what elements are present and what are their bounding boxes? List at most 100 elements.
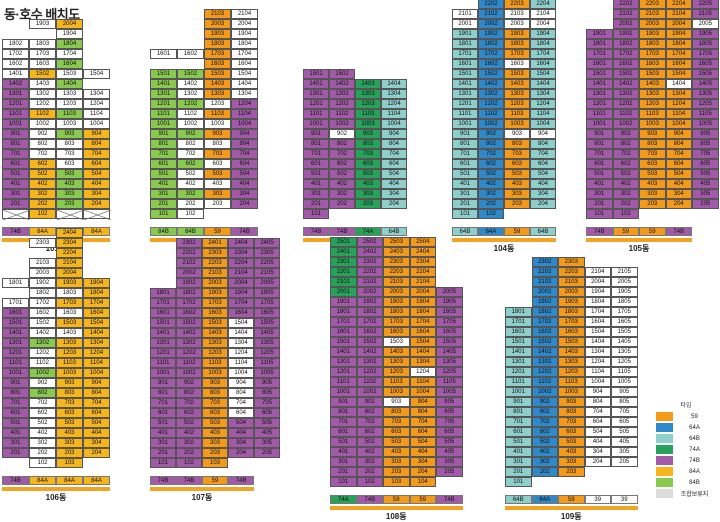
unit-cell: 1004 bbox=[530, 119, 556, 129]
unit-cell: 404 bbox=[83, 428, 110, 438]
unit-cell: 101 bbox=[505, 477, 532, 487]
unit-cell: 1003 bbox=[56, 119, 83, 129]
unit-cell: 503 bbox=[558, 437, 585, 447]
unit-cell: 204 bbox=[83, 199, 110, 209]
unit-cell: 2104 bbox=[228, 268, 254, 278]
unit-cell: 301 bbox=[452, 189, 478, 199]
unit-cell: 402 bbox=[531, 447, 558, 457]
unit-cell: 1701 bbox=[452, 49, 478, 59]
unit-cell: 1005 bbox=[692, 119, 719, 129]
unit-cell: 804 bbox=[228, 388, 254, 398]
unit-cell: 1201 bbox=[330, 367, 357, 377]
unit-cell: 1602 bbox=[478, 59, 504, 69]
unit-cell: 402 bbox=[356, 447, 383, 457]
unit-cell: 1903 bbox=[29, 19, 56, 29]
type-label: 74A bbox=[355, 227, 381, 236]
page-title: 동·호수 배치도 bbox=[4, 7, 80, 22]
unit-cell: 503 bbox=[355, 169, 381, 179]
unit-cell: 1703 bbox=[383, 317, 410, 327]
unit-cell: 201 bbox=[452, 199, 478, 209]
unit-cell: 203 bbox=[204, 199, 231, 209]
unit-cell: 1704 bbox=[584, 307, 611, 317]
unit-cell: 1804 bbox=[665, 39, 692, 49]
unit-cell: 803 bbox=[202, 388, 228, 398]
unit-cell: 1903 bbox=[639, 29, 666, 39]
unit-cell: 104 bbox=[409, 477, 436, 487]
unit-cell: 2103 bbox=[639, 9, 666, 19]
unit-cell: 1502 bbox=[531, 337, 558, 347]
unit-cell: 504 bbox=[83, 169, 110, 179]
unit-cell: 905 bbox=[254, 378, 280, 388]
type-label: 59 bbox=[204, 227, 231, 236]
unit-cell: 1603 bbox=[204, 59, 231, 69]
type-label: 39 bbox=[611, 495, 638, 504]
unit-cell: 703 bbox=[383, 417, 410, 427]
unit-cell: 1201 bbox=[150, 99, 177, 109]
unit-cell: 604 bbox=[530, 159, 556, 169]
unit-cell: 1703 bbox=[56, 298, 83, 308]
unit-cell: 202 bbox=[478, 199, 504, 209]
unit-cell: 303 bbox=[639, 189, 666, 199]
unit-cell: 804 bbox=[409, 407, 436, 417]
unit-cell: 1301 bbox=[150, 338, 176, 348]
unit-cell: 1301 bbox=[2, 338, 29, 348]
type-label: 74B bbox=[2, 227, 29, 236]
unit-cell: 1404 bbox=[409, 347, 436, 357]
unit-cell: 1605 bbox=[611, 317, 638, 327]
unit-cell: 1704 bbox=[665, 49, 692, 59]
unit-cell: 2204 bbox=[228, 258, 254, 268]
unit-cell: 101 bbox=[452, 209, 478, 219]
unit-cell: 1903 bbox=[558, 297, 585, 307]
unit-cell: 1905 bbox=[436, 297, 463, 307]
unit-cell: 203 bbox=[202, 448, 228, 458]
legend-item: 84A bbox=[656, 466, 716, 477]
unit-cell: 2402 bbox=[356, 247, 383, 257]
type-label: 59 bbox=[558, 495, 585, 504]
unit-cell: 2002 bbox=[531, 287, 558, 297]
unit-cell: 2003 bbox=[204, 19, 231, 29]
unit-cell: 1703 bbox=[204, 49, 231, 59]
unit-cell: 901 bbox=[2, 378, 29, 388]
unit-cell: 1303 bbox=[355, 89, 381, 99]
unit-cell: 1302 bbox=[531, 357, 558, 367]
unit-cell: 901 bbox=[150, 378, 176, 388]
unit-cell: 602 bbox=[329, 159, 355, 169]
type-label: 74B bbox=[586, 227, 613, 236]
unit-cell: 1104 bbox=[584, 367, 611, 377]
unit-cell: 804 bbox=[665, 139, 692, 149]
unit-cell: 2305 bbox=[254, 248, 280, 258]
unit-cell: 2203 bbox=[383, 267, 410, 277]
unit-cell: 1403 bbox=[383, 347, 410, 357]
unit-cell: 1901 bbox=[330, 297, 357, 307]
unit-cell: 904 bbox=[83, 129, 110, 139]
unit-cell: 1604 bbox=[231, 59, 258, 69]
unit-cell: 1702 bbox=[2, 49, 29, 59]
unit-cell: 602 bbox=[29, 159, 56, 169]
type-label: 59 bbox=[612, 227, 639, 236]
unit-cell: 505 bbox=[611, 427, 638, 437]
unit-cell: 2104 bbox=[409, 277, 436, 287]
unit-cell: 1303 bbox=[56, 338, 83, 348]
unit-cell: 1705 bbox=[611, 307, 638, 317]
unit-cell: 2003 bbox=[639, 19, 666, 29]
unit-cell: 205 bbox=[254, 448, 280, 458]
unit-cell: 1602 bbox=[356, 327, 383, 337]
unit-cell: 1001 bbox=[150, 368, 176, 378]
unit-cell: 1402 bbox=[2, 79, 29, 89]
unit-cell: 2301 bbox=[330, 257, 357, 267]
unit-cell: 1604 bbox=[665, 59, 692, 69]
unit-cell: 1305 bbox=[611, 347, 638, 357]
unit-cell: 1102 bbox=[177, 109, 204, 119]
unit-cell: 1002 bbox=[176, 368, 202, 378]
unit-cell: 403 bbox=[56, 179, 83, 189]
unit-cell: 1204 bbox=[231, 99, 258, 109]
unit-cell: 1703 bbox=[29, 49, 56, 59]
unit-cell: 1805 bbox=[611, 297, 638, 307]
unit-cell: 2005 bbox=[692, 19, 719, 29]
type-label: 59 bbox=[504, 227, 530, 236]
type-label: 74B bbox=[665, 227, 692, 236]
unit-cell: 1704 bbox=[228, 298, 254, 308]
unit-cell: 1303 bbox=[504, 89, 530, 99]
unit-cell: 304 bbox=[409, 457, 436, 467]
unit-cell: 1503 bbox=[558, 337, 585, 347]
